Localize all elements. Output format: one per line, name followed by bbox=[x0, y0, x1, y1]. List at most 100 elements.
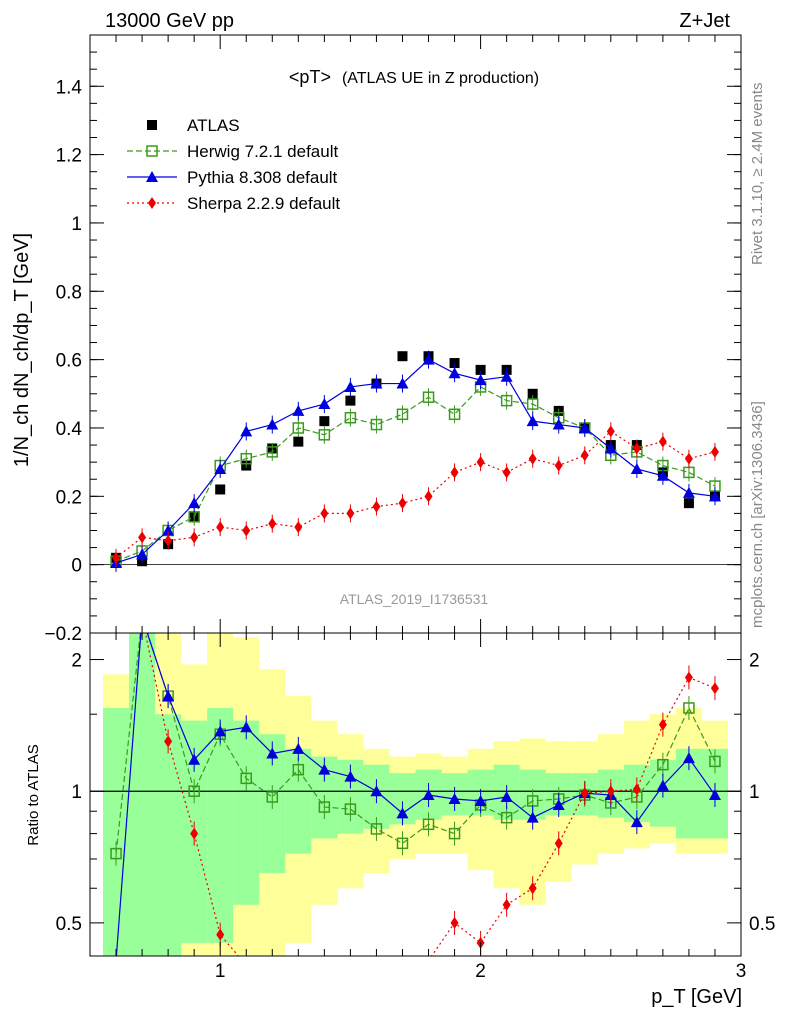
herwig-point bbox=[500, 394, 513, 407]
ratio-sherpa-point bbox=[450, 916, 459, 929]
atlas-point bbox=[527, 388, 538, 399]
ratio-pythia-point bbox=[448, 792, 461, 804]
ratio-herwig-point bbox=[292, 763, 305, 776]
ratio-band-inner bbox=[155, 714, 182, 956]
atlas-point bbox=[683, 498, 694, 509]
pythia-point bbox=[656, 469, 669, 481]
pythia-point bbox=[318, 398, 331, 410]
sherpa-point bbox=[528, 452, 537, 465]
analysis-id: ATLAS_2019_I1736531 bbox=[340, 591, 489, 607]
pythia-point bbox=[630, 462, 643, 474]
ratio-pythia-point bbox=[396, 807, 409, 819]
atlas-point bbox=[319, 416, 330, 427]
main-title-sub: (ATLAS UE in Z production) bbox=[342, 70, 539, 87]
xtick-label: 1 bbox=[215, 961, 226, 982]
atlas-point bbox=[449, 358, 460, 369]
pythia-point bbox=[422, 353, 435, 365]
ratio-pythia-point bbox=[500, 791, 513, 803]
ratio-pythia-point bbox=[370, 785, 383, 797]
sherpa-point bbox=[580, 449, 589, 462]
ratio-ytick-label: 1 bbox=[71, 782, 82, 803]
ratio-herwig-point bbox=[422, 818, 435, 831]
main-ylabel: 1/N_ch dN_ch/dp_T [GeV] bbox=[11, 233, 33, 467]
pythia-point bbox=[682, 486, 695, 498]
ratio-frame bbox=[89, 632, 742, 957]
sherpa-point bbox=[450, 466, 459, 479]
legend-atlas-label: ATLAS bbox=[187, 116, 240, 135]
herwig-point bbox=[448, 408, 461, 421]
herwig-point bbox=[396, 408, 409, 421]
legend-pythia-label: Pythia 8.308 default bbox=[187, 168, 338, 187]
ratio-sherpa-point bbox=[710, 682, 719, 695]
main-ytick-label: 0.2 bbox=[56, 487, 82, 508]
ratio-sherpa-point bbox=[528, 882, 537, 895]
legend-sherpa-label: Sherpa 2.2.9 default bbox=[187, 194, 340, 213]
ratio-pythia-point bbox=[656, 779, 669, 791]
ratio-sherpa-point bbox=[164, 735, 173, 748]
ratio-pythia-point bbox=[630, 816, 643, 828]
main-ytick-label: 1.4 bbox=[56, 77, 83, 98]
sherpa-point bbox=[138, 531, 147, 544]
sherpa-point bbox=[190, 531, 199, 544]
sherpa-point bbox=[372, 500, 381, 513]
main-ytick-label: 0.4 bbox=[56, 419, 83, 440]
ratio-herwig-point bbox=[683, 702, 695, 714]
ratio-pythia-point bbox=[188, 753, 201, 765]
atlas-point bbox=[345, 395, 356, 406]
herwig-point bbox=[370, 418, 383, 431]
ratio-ylabel: Ratio to ATLAS bbox=[25, 744, 42, 845]
pythia-point bbox=[370, 377, 383, 389]
pythia-point bbox=[214, 462, 227, 474]
herwig-point bbox=[318, 429, 331, 441]
sherpa-point bbox=[242, 524, 251, 537]
ratio-sherpa-point bbox=[554, 837, 563, 850]
sherpa-point bbox=[502, 466, 511, 479]
ratio-sherpa-point bbox=[216, 928, 225, 941]
ratio-sherpa-point bbox=[684, 671, 693, 684]
header-left: 13000 GeV pp bbox=[105, 10, 234, 32]
ratio-herwig-point bbox=[500, 811, 513, 824]
pythia-point bbox=[474, 374, 487, 386]
atlas-point bbox=[215, 484, 226, 495]
herwig-line bbox=[115, 386, 716, 562]
main-title-main: <pT> bbox=[289, 67, 331, 87]
main-ytick-label: 0.6 bbox=[56, 351, 82, 372]
sherpa-line bbox=[115, 430, 716, 559]
sherpa-point bbox=[658, 435, 667, 448]
herwig-point bbox=[266, 446, 279, 458]
ratio-sherpa-point bbox=[658, 718, 667, 731]
herwig-point bbox=[240, 452, 252, 465]
sherpa-point bbox=[710, 445, 719, 458]
herwig-point bbox=[292, 422, 305, 434]
ratio-pythia-point bbox=[214, 725, 227, 737]
sherpa-point bbox=[294, 521, 303, 534]
ratio-pythia-point bbox=[266, 747, 279, 759]
herwig-point bbox=[344, 411, 357, 424]
ratio-sherpa-point bbox=[190, 827, 199, 840]
ratio-pythia-point bbox=[526, 811, 539, 823]
ratio-pythia-point bbox=[474, 794, 487, 806]
ratio-band-inner bbox=[233, 720, 260, 905]
pythia-point bbox=[344, 380, 357, 392]
ratio-herwig-point bbox=[370, 823, 383, 835]
ratio-band-inner bbox=[103, 707, 130, 956]
pythia-point bbox=[136, 548, 149, 560]
side-bottom-label: mcplots.cern.ch [arXiv:1306.3436] bbox=[749, 401, 766, 628]
legend-atlas-marker bbox=[147, 120, 157, 130]
x-axis-label: p_T [GeV] bbox=[651, 986, 742, 1008]
sherpa-point bbox=[398, 497, 407, 510]
ratio-ytick-label-right: 1 bbox=[749, 782, 760, 803]
ratio-herwig-point bbox=[448, 827, 461, 840]
ratio-pythia-point bbox=[708, 789, 721, 801]
sherpa-point bbox=[346, 507, 355, 520]
ratio-herwig-point bbox=[396, 837, 409, 850]
sherpa-point bbox=[606, 425, 615, 438]
ratio-pythia-point bbox=[318, 763, 331, 775]
sherpa-point bbox=[554, 459, 563, 472]
sherpa-point bbox=[164, 534, 173, 547]
legend-sherpa-marker bbox=[148, 197, 156, 209]
ratio-pythia-point bbox=[240, 721, 253, 733]
sherpa-point bbox=[268, 517, 277, 530]
ratio-sherpa-point bbox=[606, 785, 615, 798]
sherpa-point bbox=[320, 507, 329, 520]
